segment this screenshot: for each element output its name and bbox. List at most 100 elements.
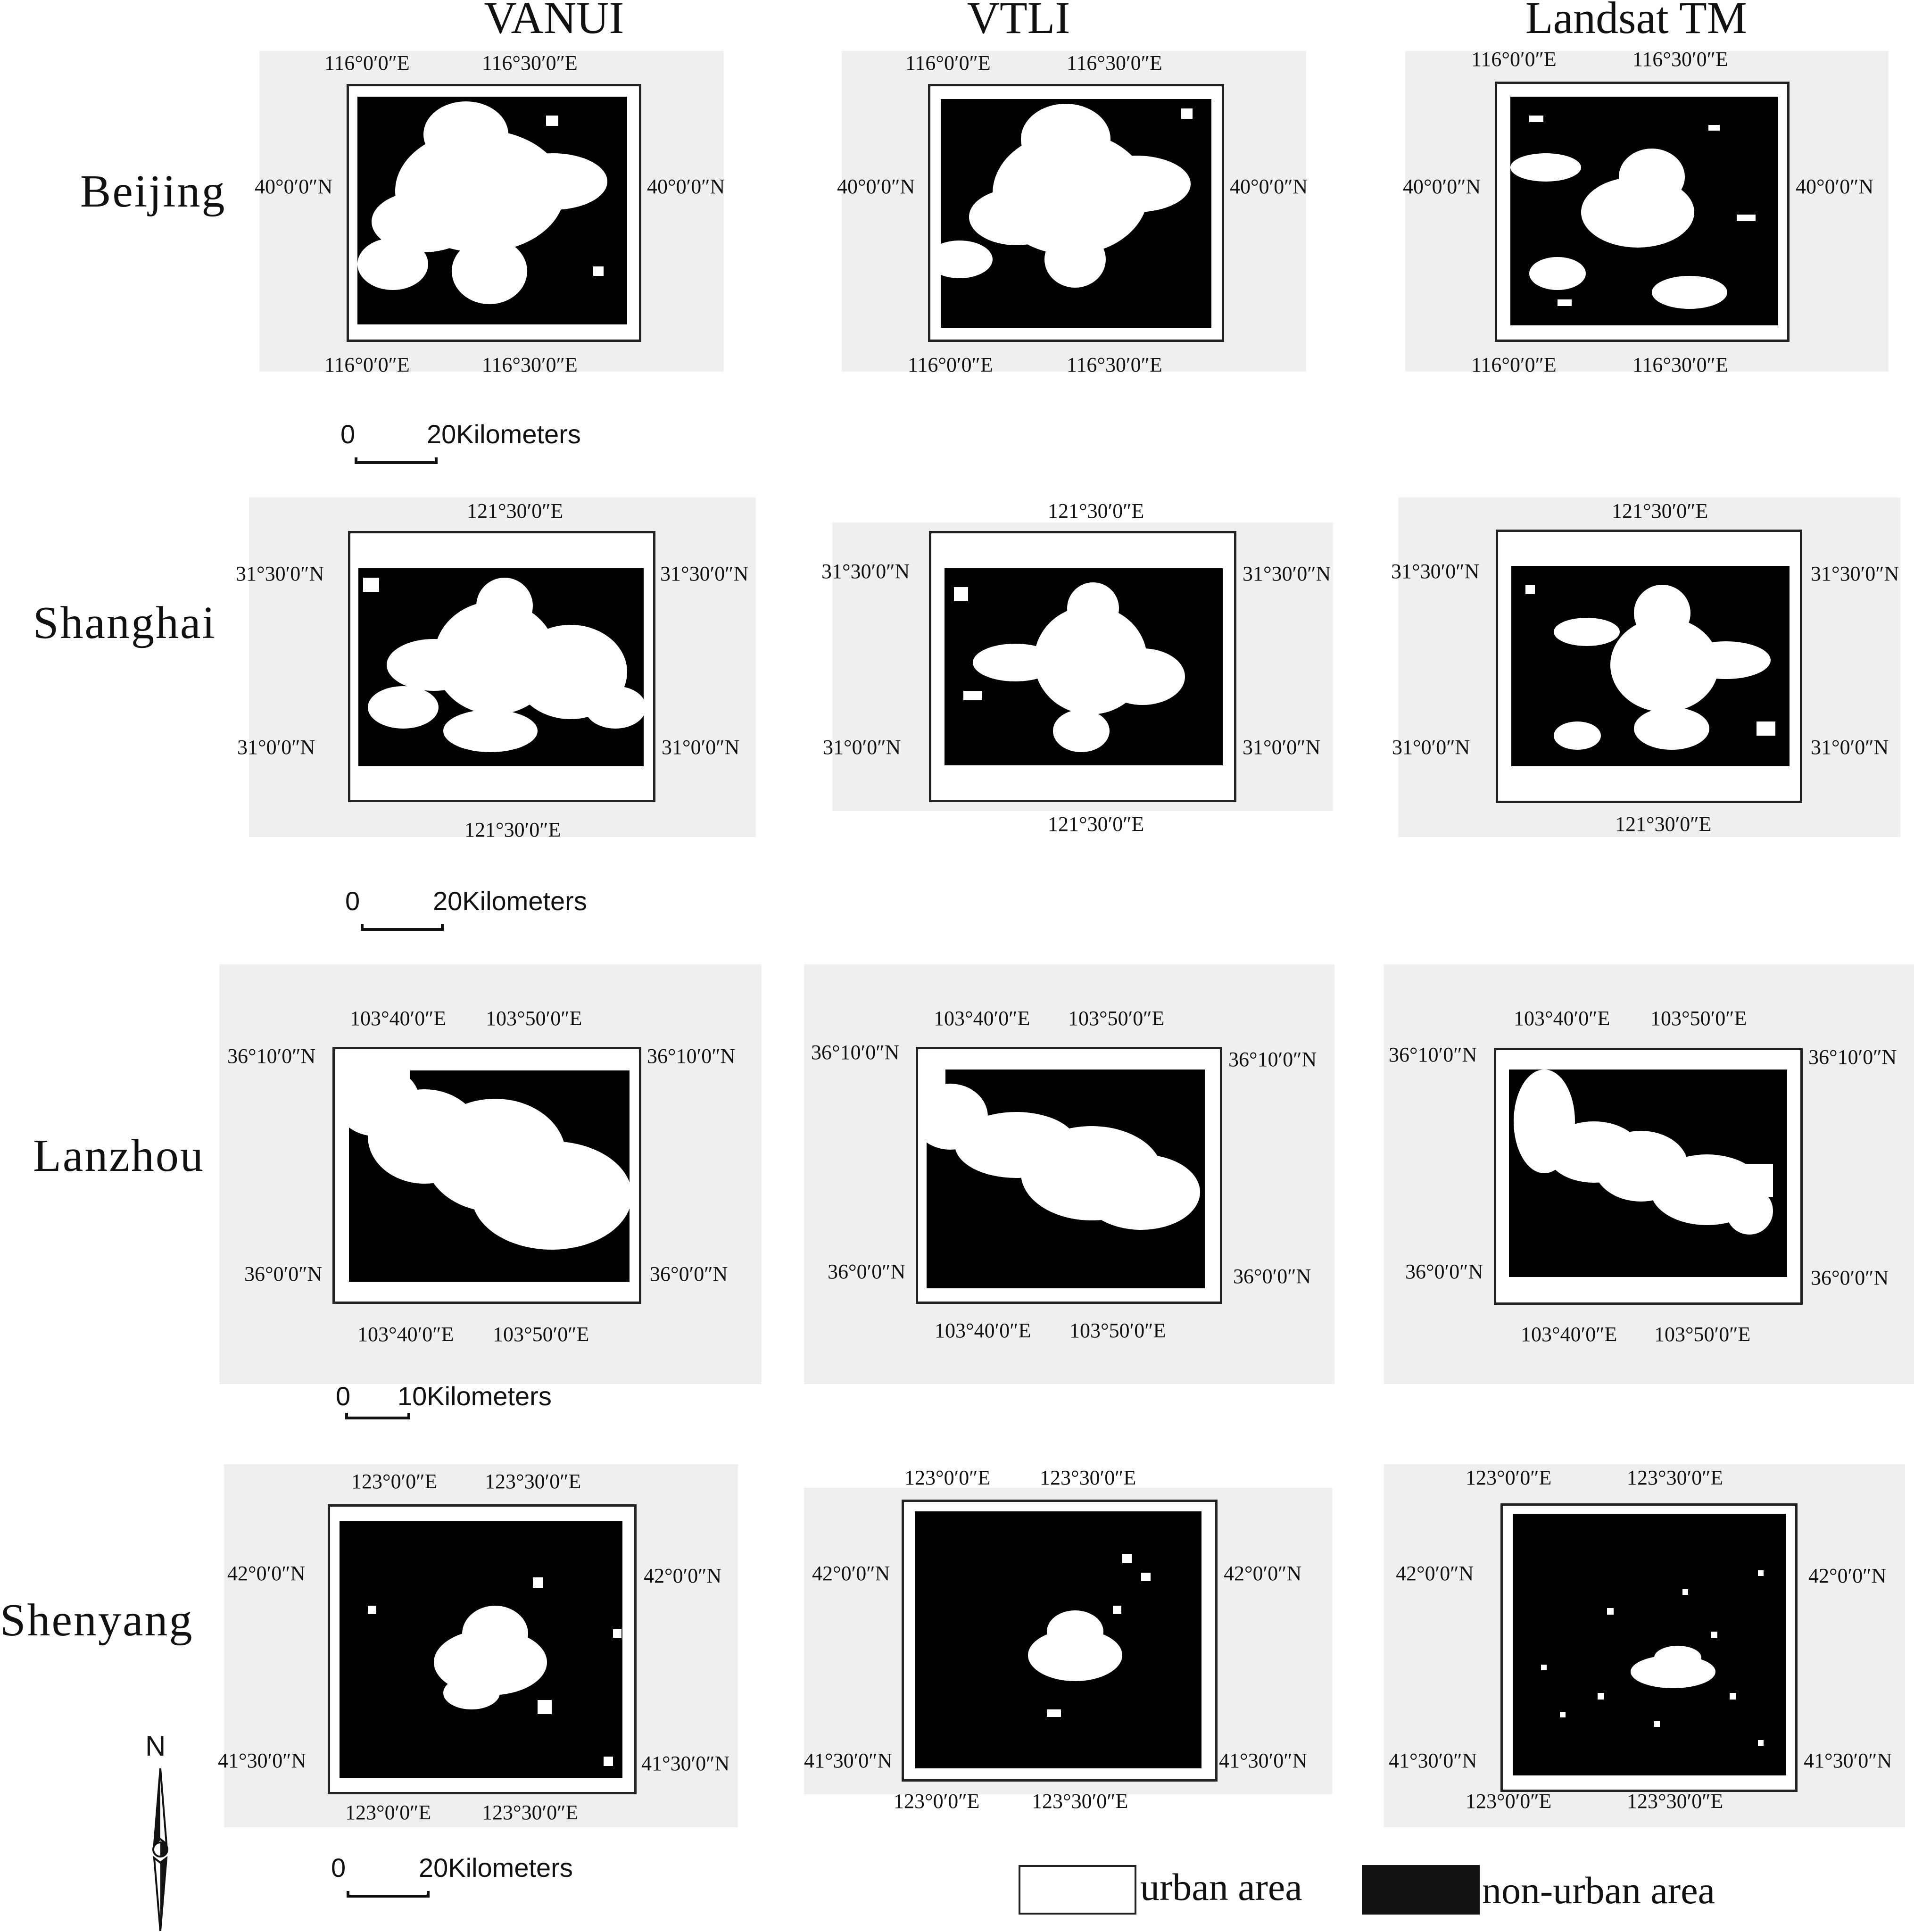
city-label-beijing: Beijing (80, 166, 226, 217)
urban-map-shanghai-vtli (945, 568, 1223, 765)
urban-map-shenyang-vtli (915, 1511, 1201, 1768)
lat-label-left: 31°0′0″N (823, 736, 901, 759)
lat-label-left: 31°30′0″N (821, 560, 910, 583)
lon-label-top: 121°30′0″E (467, 499, 563, 522)
lon-label-top: 121°30′0″E (1612, 499, 1708, 522)
lon-label-bottom: 123°0′0″E (1466, 1790, 1552, 1813)
lat-label-left: 31°0′0″N (1392, 736, 1470, 759)
lat-label-right: 36°10′0″N (1808, 1045, 1897, 1069)
legend-non-urban-swatch (1362, 1865, 1480, 1915)
lon-label-top: 103°40′0″E (350, 1007, 447, 1030)
lon-label-top: 123°0′0″E (904, 1466, 991, 1489)
lon-label-bottom: 116°0′0″E (324, 353, 410, 376)
scale-zero: 0 (345, 886, 360, 916)
city-label-shenyang: Shenyang (0, 1595, 194, 1646)
lat-label-left: 31°30′0″N (236, 562, 324, 585)
scale-label: 20Kilometers (419, 1853, 573, 1882)
column-title-vtli: VTLI (967, 0, 1070, 43)
lon-label-top: 123°30′0″E (1040, 1466, 1136, 1489)
lat-label-left: 42°0′0″N (812, 1562, 890, 1585)
lon-label-top: 103°50′0″E (1650, 1007, 1747, 1030)
scale-bar (347, 1891, 430, 1898)
lon-label-top: 121°30′0″E (1048, 499, 1144, 522)
urban-map-shanghai-vanui (358, 568, 644, 766)
column-title-landsat: Landsat TM (1525, 0, 1748, 43)
lon-label-top: 103°50′0″E (486, 1007, 582, 1030)
lat-label-left: 40°0′0″N (1403, 175, 1481, 198)
lat-label-right: 36°0′0″N (650, 1262, 728, 1285)
north-label: N (145, 1730, 166, 1762)
lat-label-left: 41°30′0″N (1389, 1749, 1477, 1772)
lat-label-right: 31°30′0″N (1811, 562, 1899, 585)
lon-label-top: 123°30′0″E (485, 1470, 581, 1493)
scale-bar (345, 1413, 410, 1419)
urban-map-lanzhou-vanui (349, 1070, 630, 1282)
lon-label-bottom: 103°40′0″E (357, 1323, 454, 1346)
urban-map-lanzhou-landsat (1509, 1070, 1787, 1277)
lat-label-left: 40°0′0″N (255, 175, 333, 198)
lat-label-left: 36°0′0″N (244, 1262, 323, 1285)
lon-label-top: 123°0′0″E (351, 1470, 438, 1493)
lat-label-left: 36°10′0″N (1389, 1043, 1477, 1066)
lat-label-right: 36°0′0″N (1233, 1265, 1311, 1288)
lon-label-bottom: 116°30′0″E (1632, 353, 1728, 376)
lon-label-bottom: 103°50′0″E (1654, 1323, 1751, 1346)
lon-label-top: 116°30′0″E (482, 51, 578, 75)
lat-label-left: 31°0′0″N (237, 736, 315, 759)
lat-label-right: 40°0′0″N (1230, 175, 1308, 198)
lon-label-bottom: 121°30′0″E (1048, 813, 1144, 836)
city-label-lanzhou: Lanzhou (33, 1130, 205, 1181)
lon-label-bottom: 123°0′0″E (894, 1790, 980, 1813)
lon-label-top: 116°0′0″E (1471, 48, 1557, 71)
lat-label-right: 36°10′0″N (1228, 1048, 1317, 1071)
north-arrow-icon (152, 1768, 168, 1931)
legend-urban-label: urban area (1140, 1866, 1302, 1908)
lon-label-bottom: 123°30′0″E (1032, 1790, 1128, 1813)
lon-label-top: 103°50′0″E (1068, 1007, 1165, 1030)
lon-label-bottom: 121°30′0″E (1615, 813, 1712, 836)
urban-map-beijing-landsat (1510, 97, 1778, 325)
scale-zero: 0 (340, 419, 356, 449)
scale-zero: 0 (331, 1853, 346, 1882)
lat-label-right: 31°30′0″N (1243, 562, 1331, 585)
lat-label-left: 42°0′0″N (1396, 1562, 1474, 1585)
column-title-vanui: VANUI (484, 0, 624, 43)
lon-label-top: 116°0′0″E (324, 51, 410, 75)
legend-urban-swatch (1019, 1865, 1136, 1915)
lat-label-right: 42°0′0″N (644, 1564, 722, 1587)
lat-label-left: 36°0′0″N (828, 1260, 906, 1283)
lat-label-left: 31°30′0″N (1391, 560, 1480, 583)
lat-label-right: 31°0′0″N (1243, 736, 1321, 759)
lon-label-top: 123°0′0″E (1466, 1466, 1552, 1489)
lon-label-top: 116°30′0″E (1067, 51, 1162, 75)
lat-label-right: 36°0′0″N (1811, 1266, 1889, 1289)
urban-map-shenyang-vanui (340, 1521, 622, 1778)
city-label-shanghai: Shanghai (33, 597, 216, 648)
lat-label-right: 36°10′0″N (647, 1045, 736, 1068)
lat-label-left: 42°0′0″N (227, 1562, 306, 1585)
lat-label-right: 31°30′0″N (660, 562, 749, 585)
lon-label-top: 116°0′0″E (905, 51, 991, 75)
lon-label-bottom: 103°50′0″E (1069, 1319, 1166, 1342)
lat-label-right: 42°0′0″N (1808, 1564, 1887, 1587)
scale-label: 20Kilometers (427, 419, 581, 449)
lon-label-top: 116°30′0″E (1632, 48, 1728, 71)
lat-label-left: 36°10′0″N (227, 1045, 316, 1068)
lon-label-top: 103°40′0″E (1514, 1007, 1610, 1030)
lon-label-bottom: 116°0′0″E (908, 353, 993, 376)
lat-label-right: 41°30′0″N (1804, 1749, 1892, 1772)
lon-label-bottom: 103°40′0″E (935, 1319, 1031, 1342)
lat-label-right: 42°0′0″N (1224, 1562, 1302, 1585)
scale-zero: 0 (336, 1381, 351, 1411)
lat-label-left: 36°10′0″N (811, 1041, 900, 1064)
lon-label-bottom: 103°50′0″E (493, 1323, 589, 1346)
scale-bar (355, 457, 438, 464)
urban-map-beijing-vtli (941, 99, 1211, 328)
urban-map-shenyang-landsat (1513, 1514, 1786, 1775)
lat-label-right: 40°0′0″N (1796, 175, 1874, 198)
lon-label-bottom: 123°0′0″E (345, 1801, 431, 1824)
lon-label-bottom: 116°30′0″E (482, 353, 578, 376)
lon-label-bottom: 121°30′0″E (464, 818, 561, 841)
lon-label-bottom: 123°30′0″E (1627, 1790, 1723, 1813)
